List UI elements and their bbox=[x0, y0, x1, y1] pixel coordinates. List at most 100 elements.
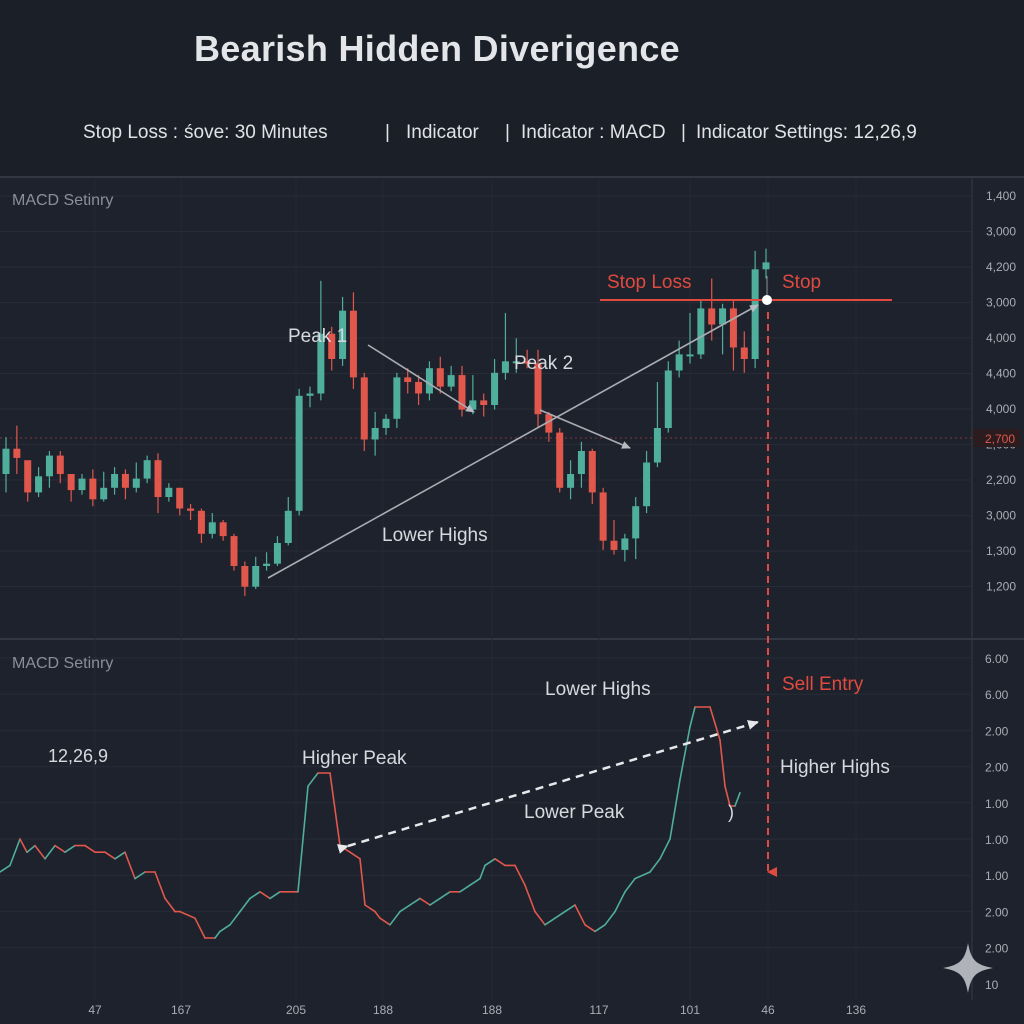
macd-segment bbox=[649, 857, 661, 873]
macd-segment bbox=[459, 884, 471, 893]
candle-body bbox=[751, 269, 759, 359]
macd-segment bbox=[389, 910, 401, 926]
y-tick-label: 2.00 bbox=[985, 942, 1009, 956]
macd-segment bbox=[479, 864, 486, 880]
candle-body bbox=[393, 377, 401, 419]
macd-segment bbox=[514, 864, 526, 887]
candle bbox=[349, 292, 357, 389]
candle bbox=[24, 460, 32, 502]
candle-body bbox=[306, 393, 314, 396]
macd-segment bbox=[34, 844, 46, 860]
candle-body bbox=[523, 361, 531, 364]
y-tick-label: 2.00 bbox=[985, 905, 1009, 919]
candle bbox=[208, 513, 216, 539]
candle-body bbox=[121, 474, 129, 488]
candle-body bbox=[252, 566, 260, 587]
candle-body bbox=[197, 510, 205, 534]
candle-body bbox=[491, 372, 499, 405]
candle bbox=[328, 326, 336, 371]
candle-body bbox=[241, 566, 249, 587]
candle bbox=[762, 248, 770, 279]
candlesticks bbox=[2, 248, 770, 596]
candle bbox=[165, 483, 173, 502]
candle bbox=[599, 487, 607, 550]
y-tick-label: 4,400 bbox=[986, 367, 1016, 381]
candle bbox=[501, 313, 509, 380]
candle-body bbox=[501, 361, 509, 373]
x-tick-label: 205 bbox=[286, 1003, 306, 1017]
candle bbox=[2, 437, 10, 493]
candle-body bbox=[371, 428, 379, 440]
candle-body bbox=[111, 474, 119, 488]
candle bbox=[121, 469, 129, 500]
candle-body bbox=[273, 543, 281, 564]
candle bbox=[273, 536, 281, 566]
paren-annotation: ) bbox=[728, 802, 734, 822]
candle bbox=[13, 425, 21, 474]
candle-body bbox=[686, 354, 694, 357]
candle-body bbox=[219, 522, 227, 537]
candle bbox=[653, 382, 661, 468]
candle-body bbox=[512, 361, 520, 364]
indicator-settings-label: Indicator Settings: 12,26,9 bbox=[696, 122, 917, 143]
candle bbox=[371, 411, 379, 456]
candle bbox=[241, 561, 249, 596]
price-panel-label: MACD Setinry bbox=[12, 192, 113, 209]
y-tick-label: 4,000 bbox=[986, 402, 1016, 416]
candle-body bbox=[740, 347, 748, 359]
candle-body bbox=[176, 487, 184, 509]
macd-segment bbox=[124, 851, 136, 880]
candle bbox=[632, 497, 640, 560]
candle bbox=[404, 368, 412, 394]
candle-body bbox=[339, 310, 347, 359]
higher-peak-annotation: Higher Peak bbox=[302, 748, 407, 769]
candle-body bbox=[295, 395, 303, 511]
candle bbox=[664, 361, 672, 433]
macd-segment bbox=[374, 910, 381, 920]
candle bbox=[610, 520, 618, 555]
candle bbox=[556, 428, 564, 493]
candle-body bbox=[458, 375, 466, 410]
candle bbox=[306, 386, 314, 408]
candle-body bbox=[480, 400, 488, 405]
peak2-annotation: Peak 2 bbox=[514, 353, 573, 374]
macd-lower-highs-annotation: Lower Highs bbox=[545, 679, 651, 700]
candle bbox=[252, 556, 260, 589]
macd-segment bbox=[554, 910, 566, 920]
candle-body bbox=[230, 536, 238, 566]
candle-body bbox=[469, 400, 477, 410]
candle bbox=[447, 365, 455, 392]
x-tick-label: 101 bbox=[680, 1003, 700, 1017]
candle-body bbox=[415, 382, 423, 394]
candle-body bbox=[328, 333, 336, 359]
candle bbox=[523, 349, 531, 369]
page-title: Bearish Hidden Diverigence bbox=[194, 28, 680, 69]
macd-segment bbox=[574, 904, 586, 926]
macd-segment bbox=[594, 923, 606, 933]
macd-segment bbox=[544, 917, 556, 926]
candle bbox=[740, 331, 748, 373]
candle-body bbox=[360, 377, 368, 440]
candle bbox=[512, 338, 520, 373]
macd-segment bbox=[239, 897, 251, 913]
macd-series bbox=[0, 706, 741, 939]
y-tick-label: 1.00 bbox=[985, 833, 1009, 847]
x-tick-label: 47 bbox=[88, 1003, 102, 1017]
macd-panel bbox=[0, 640, 1024, 1024]
header: Bearish Hidden Diverigence Stop Loss : ś… bbox=[0, 0, 1024, 176]
sell-entry-annotation: Sell Entry bbox=[782, 674, 864, 695]
x-tick-label: 167 bbox=[171, 1003, 191, 1017]
macd-segment bbox=[297, 785, 309, 893]
candle bbox=[317, 280, 325, 401]
macd-segment bbox=[259, 890, 271, 900]
candle-body bbox=[664, 370, 672, 428]
candle-body bbox=[577, 451, 585, 474]
candle bbox=[675, 340, 683, 378]
candle bbox=[132, 462, 140, 493]
stop-loss-label: Stop Loss : bbox=[83, 122, 179, 143]
macd-segment bbox=[614, 890, 626, 913]
candle-body bbox=[762, 262, 770, 270]
higher-highs-annotation: Higher Highs bbox=[780, 757, 890, 778]
candle-body bbox=[643, 462, 651, 507]
